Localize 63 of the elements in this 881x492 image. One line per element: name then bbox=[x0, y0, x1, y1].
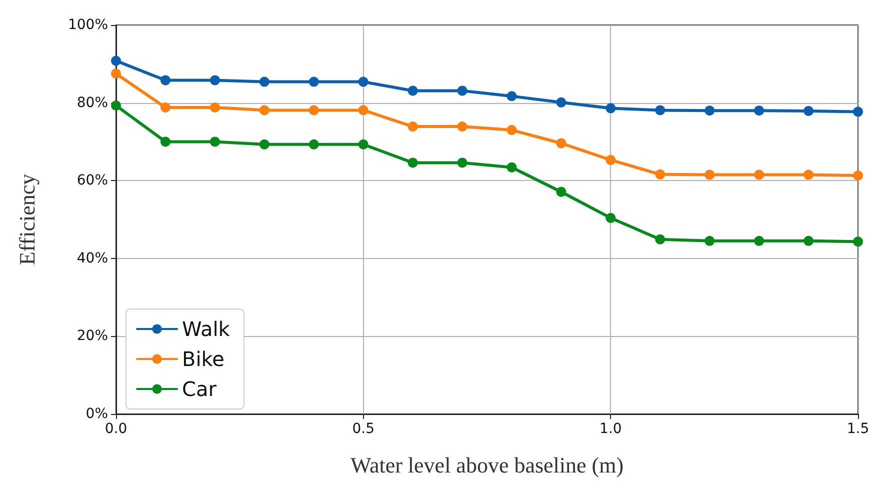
point bbox=[210, 136, 220, 147]
point bbox=[457, 86, 468, 96]
point bbox=[111, 68, 121, 79]
point bbox=[804, 170, 814, 180]
y-tick-label: 0% bbox=[86, 406, 108, 422]
point bbox=[655, 105, 666, 116]
point bbox=[111, 56, 121, 66]
legend-label: Car bbox=[182, 377, 218, 401]
point bbox=[804, 106, 814, 116]
point bbox=[259, 105, 270, 116]
point bbox=[606, 212, 616, 223]
point bbox=[655, 234, 666, 244]
point bbox=[853, 236, 863, 247]
point bbox=[408, 86, 418, 96]
point bbox=[704, 170, 715, 180]
point bbox=[853, 170, 863, 181]
point bbox=[160, 102, 170, 112]
y-tick-label: 100% bbox=[68, 17, 108, 33]
y-tick-label: 80% bbox=[76, 94, 108, 111]
point bbox=[506, 125, 517, 136]
legend-label: Bike bbox=[182, 347, 224, 371]
point bbox=[754, 106, 764, 116]
point bbox=[606, 154, 616, 165]
point bbox=[111, 100, 121, 111]
point bbox=[210, 75, 220, 86]
point bbox=[704, 236, 715, 246]
point bbox=[259, 76, 270, 87]
point bbox=[556, 138, 566, 148]
point bbox=[210, 102, 220, 112]
point bbox=[408, 158, 418, 168]
x-axis-title: Water level above baseline (m) bbox=[350, 452, 624, 478]
point bbox=[358, 139, 368, 150]
point bbox=[259, 139, 270, 150]
point bbox=[754, 236, 764, 246]
point bbox=[308, 76, 319, 87]
point bbox=[506, 162, 517, 172]
point bbox=[457, 122, 468, 132]
point bbox=[358, 76, 368, 87]
point bbox=[408, 122, 418, 132]
x-tick-label: 0.0 bbox=[104, 421, 128, 437]
point bbox=[606, 103, 616, 114]
point bbox=[160, 75, 170, 86]
y-tick-label: 60% bbox=[76, 172, 108, 189]
point bbox=[853, 106, 863, 117]
point bbox=[358, 105, 368, 116]
y-tick-label: 40% bbox=[76, 250, 108, 266]
point bbox=[308, 105, 319, 116]
point bbox=[160, 136, 170, 147]
x-tick-label: 0.5 bbox=[352, 421, 374, 437]
point bbox=[655, 169, 666, 180]
point bbox=[704, 106, 715, 116]
point bbox=[556, 97, 566, 108]
y-axis-title: Efficiency bbox=[14, 174, 40, 266]
x-tick-label: 1.0 bbox=[600, 421, 622, 437]
point bbox=[457, 158, 468, 168]
y-tick-label: 20% bbox=[76, 328, 108, 344]
point bbox=[506, 91, 517, 102]
point bbox=[556, 186, 566, 197]
x-tick-label: 1.5 bbox=[846, 421, 870, 437]
point bbox=[308, 139, 319, 150]
legend-label: Walk bbox=[182, 317, 230, 341]
point bbox=[754, 170, 764, 180]
point bbox=[804, 236, 814, 246]
